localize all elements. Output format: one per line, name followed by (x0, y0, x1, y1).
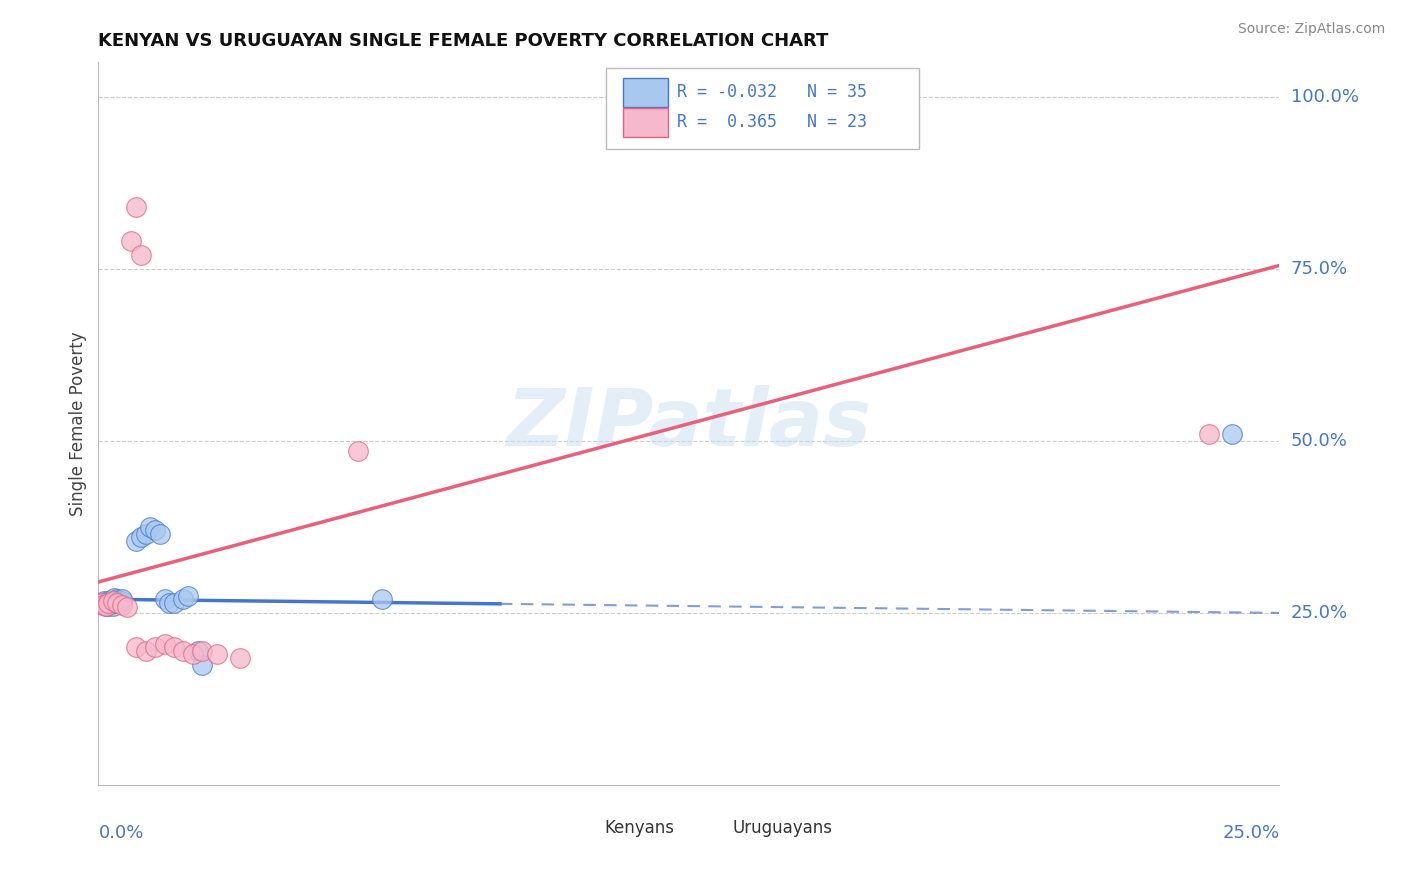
Point (105, 592, 128, 607)
Point (115, 600, 138, 615)
Point (103, 591, 125, 605)
Text: Uruguayans: Uruguayans (733, 820, 832, 838)
Point (157, 596, 180, 610)
Point (177, 589, 200, 603)
Y-axis label: Single Female Poverty: Single Female Poverty (69, 332, 87, 516)
Point (91, 598, 114, 612)
Point (181, 647, 204, 661)
Point (191, 644, 214, 658)
Point (105, 596, 128, 610)
Point (1220, 427, 1243, 442)
Point (135, 526, 157, 541)
Point (1198, 427, 1220, 442)
Text: 0.0%: 0.0% (98, 824, 143, 842)
Point (111, 592, 134, 607)
Text: Kenyans: Kenyans (605, 820, 673, 838)
Point (98, 598, 121, 612)
Text: R =  0.365   N = 23: R = 0.365 N = 23 (678, 113, 868, 131)
Point (101, 593, 124, 607)
Point (153, 592, 176, 607)
FancyBboxPatch shape (693, 816, 730, 840)
Point (125, 200, 148, 214)
Point (172, 644, 194, 658)
Point (371, 592, 394, 607)
Point (129, 530, 152, 544)
Point (191, 657, 214, 672)
Text: 50.0%: 50.0% (1291, 432, 1347, 450)
Point (107, 593, 129, 607)
Point (121, 235, 143, 249)
Point (135, 644, 157, 658)
Point (97, 599, 120, 613)
Text: 25.0%: 25.0% (1222, 824, 1279, 842)
Point (104, 596, 127, 610)
Text: KENYAN VS URUGUAYAN SINGLE FEMALE POVERTY CORRELATION CHART: KENYAN VS URUGUAYAN SINGLE FEMALE POVERT… (98, 32, 828, 50)
Point (93, 593, 115, 607)
Point (91, 598, 114, 612)
Point (125, 640, 148, 655)
Point (94, 599, 117, 613)
Point (205, 647, 228, 661)
Point (101, 599, 124, 613)
Text: Source: ZipAtlas.com: Source: ZipAtlas.com (1237, 22, 1385, 37)
Point (94, 599, 117, 613)
Point (101, 596, 124, 610)
FancyBboxPatch shape (623, 108, 668, 136)
Point (97, 596, 120, 610)
Point (149, 526, 172, 541)
Point (96, 596, 118, 610)
FancyBboxPatch shape (562, 816, 600, 840)
Text: 100.0%: 100.0% (1291, 87, 1358, 106)
Point (163, 596, 186, 610)
Point (229, 650, 252, 665)
Point (105, 596, 128, 610)
Point (111, 593, 134, 607)
Point (172, 592, 194, 607)
Point (91, 596, 114, 610)
Text: 25.0%: 25.0% (1291, 604, 1348, 622)
Point (153, 637, 176, 651)
Point (111, 598, 134, 612)
Point (187, 644, 209, 658)
Point (163, 640, 186, 655)
Point (125, 533, 148, 548)
Point (143, 524, 166, 538)
Point (108, 596, 131, 610)
Text: R = -0.032   N = 35: R = -0.032 N = 35 (678, 83, 868, 101)
Point (129, 248, 152, 262)
Text: ZIPatlas: ZIPatlas (506, 384, 872, 463)
Point (101, 593, 124, 607)
Point (139, 520, 162, 534)
Point (347, 444, 370, 458)
Text: 75.0%: 75.0% (1291, 260, 1348, 278)
Point (97, 593, 120, 607)
Point (143, 640, 166, 655)
FancyBboxPatch shape (623, 78, 668, 106)
Point (97, 596, 120, 610)
Point (91, 596, 114, 610)
FancyBboxPatch shape (606, 68, 920, 149)
